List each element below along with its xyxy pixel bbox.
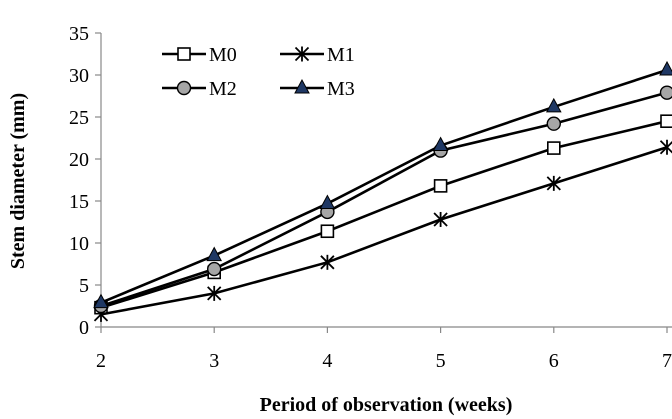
axes: 0 5 10 15 20 25 30 35 2 3 4 5 6 7	[69, 23, 672, 372]
series-layer	[93, 60, 672, 322]
square-marker	[433, 179, 448, 193]
legend-label: M1	[327, 44, 355, 66]
data-point	[433, 211, 448, 227]
data-point	[93, 293, 109, 309]
triangle-marker	[432, 136, 449, 152]
triangle-marker	[206, 246, 223, 262]
legend-item-m1: M1	[280, 44, 355, 66]
y-tick-label: 35	[69, 23, 89, 45]
x-tick-label: 3	[209, 350, 219, 372]
square-marker	[320, 224, 335, 239]
triangle-marker	[93, 293, 109, 309]
data-point	[319, 194, 336, 210]
y-tick-label: 5	[79, 275, 89, 297]
legend-label: M2	[209, 78, 237, 100]
data-point	[206, 261, 222, 277]
data-point	[546, 116, 561, 131]
y-tick-label: 0	[79, 317, 89, 339]
data-point	[176, 80, 192, 96]
x-tick-label: 2	[96, 350, 106, 372]
y-tick-label: 20	[69, 149, 89, 171]
data-point	[294, 46, 310, 62]
triangle-marker	[294, 78, 310, 94]
series-line	[100, 119, 668, 309]
x-tick-label: 7	[662, 350, 672, 372]
legend-label: M0	[209, 44, 237, 66]
data-point	[320, 254, 335, 270]
x-tick-label: 4	[322, 350, 332, 372]
series-m2	[93, 85, 672, 314]
square-marker	[660, 114, 672, 128]
data-point	[659, 85, 672, 100]
y-tick-label: 30	[69, 65, 89, 87]
series-line	[100, 68, 668, 304]
legend-item-m0: M0	[162, 44, 237, 66]
series-m0	[94, 114, 672, 315]
series-line	[100, 146, 668, 316]
triangle-marker	[319, 194, 336, 210]
legend-item-m3: M3	[280, 78, 355, 100]
circle-marker	[546, 116, 561, 131]
legend-item-m2: M2	[162, 78, 237, 100]
data-point	[294, 78, 310, 94]
circle-marker	[206, 261, 222, 277]
triangle-marker	[545, 97, 562, 113]
triangle-marker	[659, 60, 672, 76]
series-line	[100, 91, 668, 308]
x-axis-title: Period of observation (weeks)	[260, 394, 513, 416]
data-point	[659, 60, 672, 76]
data-point	[659, 139, 672, 155]
data-point	[206, 246, 223, 262]
data-point	[546, 141, 561, 155]
legend-label: M3	[327, 78, 355, 100]
y-tick-label: 15	[69, 191, 89, 213]
circle-marker	[176, 80, 192, 96]
data-point	[320, 224, 335, 239]
y-tick-label: 25	[69, 107, 89, 129]
x-tick-label: 6	[549, 350, 559, 372]
data-point	[207, 285, 222, 301]
series-m1	[93, 139, 672, 322]
square-marker	[546, 141, 561, 155]
square-marker	[177, 47, 191, 61]
data-point	[545, 97, 562, 113]
data-point	[546, 175, 561, 191]
x-tick-label: 5	[436, 350, 446, 372]
data-point	[177, 47, 191, 61]
y-tick-label: 10	[69, 233, 89, 255]
y-axis-title: Stem diameter (mm)	[7, 93, 29, 269]
data-point	[433, 179, 448, 193]
data-point	[432, 136, 449, 152]
legend: M0 M1 M2 M3	[162, 44, 355, 100]
series-m3	[93, 60, 672, 309]
data-point	[660, 114, 672, 128]
circle-marker	[659, 85, 672, 100]
